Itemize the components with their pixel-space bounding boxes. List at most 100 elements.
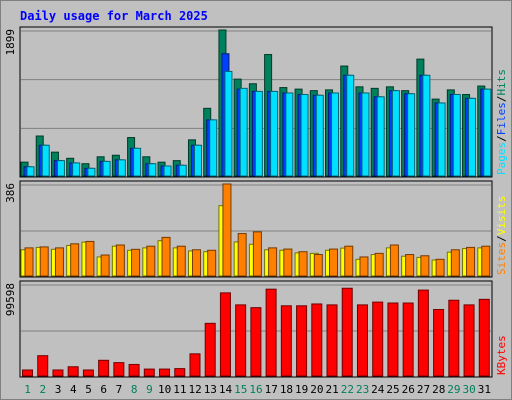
day-label-8: 8 <box>131 383 138 396</box>
bar-sites-day-6 <box>100 254 110 277</box>
bar-pages-day-23 <box>361 92 370 177</box>
series-kbytes <box>22 287 490 377</box>
day-label-9: 9 <box>146 383 153 396</box>
bar-kbytes-day-12 <box>189 353 201 377</box>
day-label-25: 25 <box>386 383 399 396</box>
bar-pages-day-30 <box>468 97 477 177</box>
bar-kbytes-day-11 <box>174 368 186 377</box>
bar-pages-day-28 <box>437 102 446 177</box>
bar-sites-day-24 <box>374 252 384 277</box>
bar-kbytes-day-15 <box>235 304 247 377</box>
day-label-11: 11 <box>173 383 186 396</box>
day-label-26: 26 <box>402 383 415 396</box>
panel-visitors: 386 Sites/Visits <box>4 180 508 278</box>
bar-sites-day-13 <box>207 249 217 277</box>
day-label-3: 3 <box>55 383 62 396</box>
bar-pages-day-6 <box>102 160 111 177</box>
bar-sites-day-31 <box>481 245 491 277</box>
bar-sites-day-9 <box>146 245 156 277</box>
bar-pages-day-22 <box>346 74 355 177</box>
bar-kbytes-day-1 <box>22 369 33 377</box>
bar-kbytes-day-22 <box>341 287 353 377</box>
bar-sites-day-3 <box>54 247 64 277</box>
bar-pages-day-11 <box>178 164 187 177</box>
series-legend: KBytes <box>495 335 508 375</box>
axis-max-label: 99598 <box>4 283 17 316</box>
day-label-1: 1 <box>24 383 31 396</box>
day-label-6: 6 <box>100 383 107 396</box>
bar-pages-day-4 <box>72 162 81 177</box>
bar-pages-day-21 <box>331 92 340 177</box>
bar-sites-day-30 <box>466 246 476 277</box>
day-label-21: 21 <box>326 383 339 396</box>
bar-kbytes-day-14 <box>219 292 231 377</box>
bar-sites-day-11 <box>176 245 186 277</box>
bar-sites-day-4 <box>70 243 80 277</box>
bar-kbytes-day-17 <box>265 288 277 377</box>
bar-kbytes-day-19 <box>296 305 308 377</box>
bar-kbytes-day-10 <box>159 368 171 377</box>
bar-kbytes-day-16 <box>250 307 262 377</box>
day-label-31: 31 <box>478 383 491 396</box>
bar-sites-day-5 <box>85 240 95 277</box>
bar-pages-day-2 <box>41 144 50 177</box>
bar-kbytes-day-30 <box>463 304 475 377</box>
bar-kbytes-day-28 <box>433 308 445 377</box>
series-sites <box>24 183 491 277</box>
bar-pages-day-27 <box>422 74 431 177</box>
legend-entry: / <box>495 235 508 242</box>
bar-sites-day-16 <box>252 231 262 277</box>
bar-sites-day-12 <box>191 249 201 277</box>
bar-sites-day-27 <box>420 255 430 277</box>
day-label-4: 4 <box>70 383 77 396</box>
day-label-10: 10 <box>158 383 171 396</box>
bar-pages-day-19 <box>300 94 309 177</box>
bar-pages-day-18 <box>285 92 294 177</box>
day-label-22: 22 <box>341 383 354 396</box>
bar-sites-day-1 <box>24 247 34 277</box>
bar-sites-day-18 <box>283 248 293 277</box>
bar-pages-day-31 <box>483 88 492 177</box>
legend-entry: / <box>495 96 508 103</box>
bar-sites-day-21 <box>329 248 339 277</box>
bar-kbytes-day-23 <box>356 304 368 377</box>
bar-sites-day-7 <box>115 244 125 277</box>
bar-kbytes-day-4 <box>67 366 79 377</box>
day-label-12: 12 <box>188 383 201 396</box>
bar-pages-day-15 <box>239 87 248 177</box>
bar-pages-day-25 <box>391 90 400 177</box>
axis-max-label: 1899 <box>4 29 17 56</box>
bar-sites-day-10 <box>161 236 171 277</box>
legend-entry: Pages <box>495 142 508 175</box>
bar-sites-day-26 <box>405 254 415 277</box>
bar-sites-day-29 <box>450 249 460 277</box>
bar-pages-day-9 <box>148 163 157 177</box>
legend-entry: / <box>495 135 508 142</box>
panels-layer: 1899Pages/Files/Hits386Sites/Visits99598… <box>4 26 508 378</box>
bar-kbytes-day-24 <box>372 301 384 377</box>
panel-traffic: 99598 KBytes <box>4 280 508 378</box>
day-label-23: 23 <box>356 383 369 396</box>
day-label-13: 13 <box>204 383 217 396</box>
bar-pages-day-14 <box>224 70 233 177</box>
bar-kbytes-day-8 <box>128 363 140 377</box>
bar-sites-day-15 <box>237 233 247 277</box>
bar-kbytes-day-27 <box>417 289 429 377</box>
bar-kbytes-day-9 <box>143 368 155 377</box>
day-label-17: 17 <box>265 383 278 396</box>
day-label-7: 7 <box>116 383 123 396</box>
chart-title: Daily usage for March 2025 <box>20 9 208 23</box>
series-pages <box>26 70 492 177</box>
bar-sites-day-28 <box>435 258 445 277</box>
day-label-29: 29 <box>447 383 460 396</box>
day-label-28: 28 <box>432 383 445 396</box>
day-label-30: 30 <box>463 383 476 396</box>
bar-pages-day-17 <box>270 90 279 177</box>
bar-pages-day-13 <box>209 119 218 177</box>
bar-sites-day-8 <box>131 248 141 277</box>
axis-max-label: 386 <box>4 183 17 203</box>
legend-entry: Hits <box>495 69 508 96</box>
bar-pages-day-10 <box>163 165 172 177</box>
